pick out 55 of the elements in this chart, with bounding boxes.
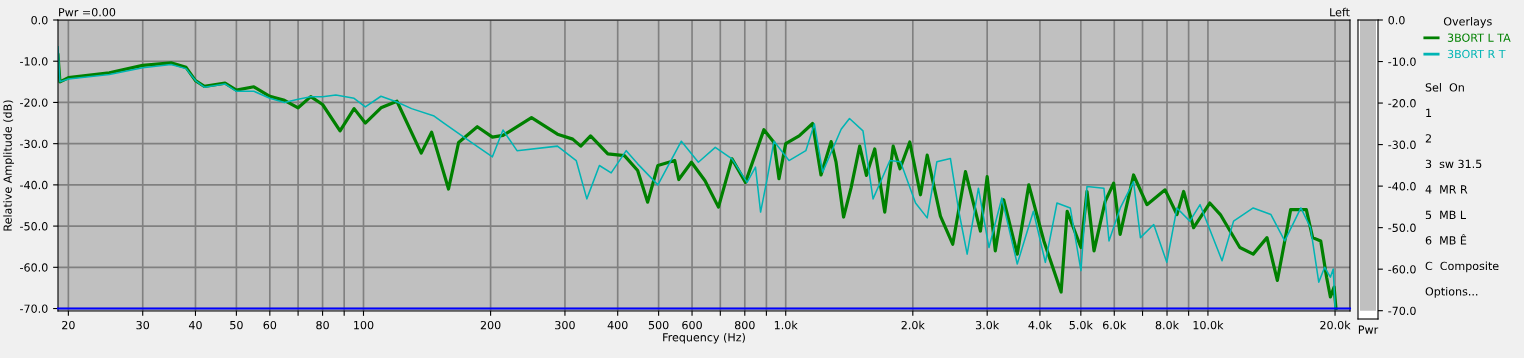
x-tick-label: 80: [316, 320, 329, 330]
y-tick-label: -70.0: [20, 304, 48, 313]
x-tick-label: 1.0k: [774, 320, 798, 330]
y-tick-label: 0.0: [31, 15, 48, 25]
text: Pwr =0.00: [59, 7, 116, 17]
x-tick-label: 200: [480, 320, 501, 330]
y-tick-label: -60.0: [20, 263, 48, 272]
text: 1: [1426, 108, 1432, 117]
x-tick-label: 8.0k: [1155, 320, 1180, 330]
y-tick-label: -40.0: [1388, 182, 1416, 191]
x-tick-label: 300: [555, 320, 575, 330]
x-tick-label: 40: [188, 320, 202, 330]
y-tick-label: -70.0: [1388, 306, 1416, 316]
text: 6 MB Ê: [1425, 234, 1467, 245]
x-tick-label: 20.0k: [1320, 320, 1351, 330]
x-tick-label: 50: [230, 320, 243, 330]
x-tick-label: 60: [263, 320, 277, 330]
y-tick-label: -20.0: [1388, 99, 1416, 108]
y-tick-label: -50.0: [20, 222, 48, 231]
y-tick-label: -10.0: [20, 57, 48, 66]
text: Sel On: [1425, 83, 1464, 92]
x-tick-label: 5.0k: [1069, 320, 1093, 330]
y-tick-label: -30.0: [1388, 140, 1416, 149]
y-axis-title: Relative Amplitude (dB): [3, 100, 14, 231]
y-tick-label: 0.0: [1388, 15, 1405, 25]
x-tick-label: 400: [607, 320, 628, 330]
text: 2: [1425, 134, 1431, 143]
x-tick-label: 20: [62, 320, 75, 330]
x-axis-title: Frequency (Hz): [663, 332, 745, 344]
y-tick-label: -60.0: [1388, 265, 1416, 274]
legend-label: 3BORT R T: [1447, 49, 1506, 59]
text: 3 sw 31.5: [1425, 159, 1482, 169]
y-tick-label: -20.0: [20, 98, 48, 107]
x-axis-title: Pwr: [1358, 325, 1379, 334]
y-tick-label: -50.0: [1388, 223, 1416, 233]
x-tick-label: 30: [136, 320, 150, 330]
x-tick-label: 500: [648, 320, 669, 330]
legend-label: 3BORT L TA: [1447, 33, 1511, 42]
text: Left: [1330, 7, 1350, 17]
text: Options...: [1425, 287, 1478, 298]
text: 4 MR R: [1425, 185, 1468, 194]
y-tick-label: -10.0: [1388, 57, 1416, 66]
text: 5 MB L: [1425, 210, 1466, 220]
text: C Composite: [1425, 261, 1499, 273]
x-tick-label: 4.0k: [1028, 320, 1052, 330]
y-tick-label: -40.0: [20, 180, 48, 190]
y-tick-label: -30.0: [20, 139, 48, 149]
legend-title: Overlays: [1443, 16, 1492, 28]
x-tick-label: 2.0k: [901, 320, 925, 330]
x-tick-label: 100: [354, 320, 374, 330]
x-tick-label: 800: [734, 320, 755, 330]
x-tick-label: 6.0k: [1102, 320, 1127, 330]
x-tick-label: 10.0k: [1193, 320, 1224, 330]
x-tick-label: 600: [682, 320, 702, 330]
x-tick-label: 3.0k: [975, 320, 1000, 330]
